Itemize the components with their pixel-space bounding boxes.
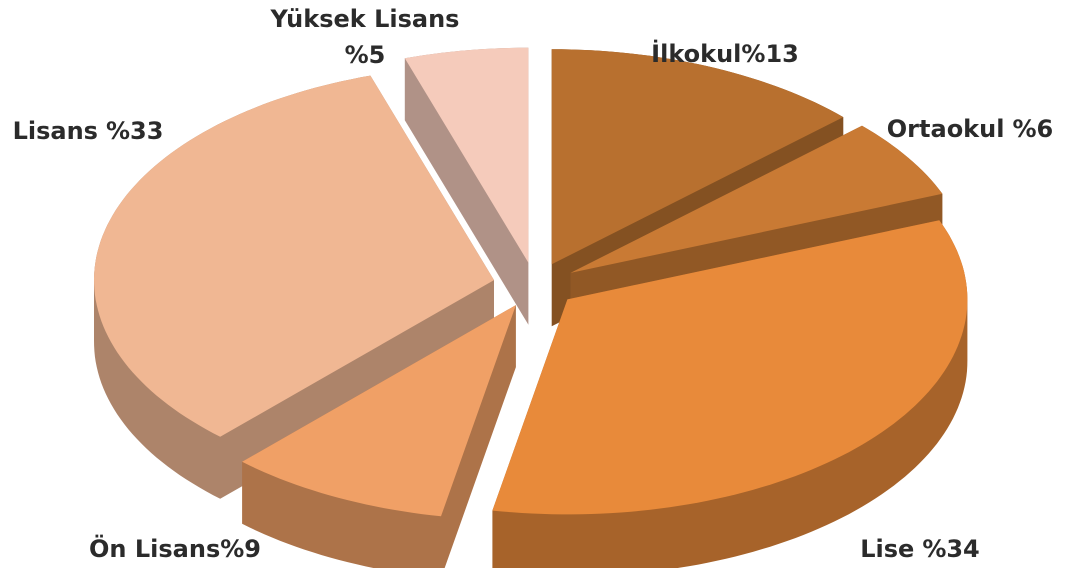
- slice-label-value: %33: [106, 117, 163, 145]
- slice: [492, 220, 968, 515]
- slice-label-value: %34: [922, 535, 979, 563]
- slice: [570, 125, 943, 273]
- slice-label: Lise %34: [860, 535, 980, 563]
- slice-label-name: Ortaokul: [887, 115, 1005, 143]
- slice-label: İlkokul%13: [651, 39, 799, 68]
- slice-label-name: Yüksek Lisans: [270, 5, 460, 33]
- slice-label-value: %13: [741, 40, 798, 68]
- slice-label-value: %9: [220, 535, 261, 563]
- slice-label-value: %6: [1012, 115, 1053, 143]
- slice-label-name: Lisans: [13, 117, 98, 145]
- slice: [404, 47, 529, 263]
- slice-label: Yüksek Lisans %5: [270, 5, 460, 69]
- slice-label: Lisans %33: [13, 117, 164, 145]
- slice: [551, 49, 844, 265]
- slice: [94, 75, 494, 437]
- slice-label-name: Lise: [860, 535, 914, 563]
- slice-label: Ön Lisans%9: [89, 533, 261, 563]
- slice-label-value: %5: [345, 41, 386, 69]
- slice-label-name: Ön Lisans: [89, 533, 220, 563]
- slice-label: Ortaokul %6: [887, 115, 1053, 143]
- slice-label-name: İlkokul: [651, 39, 741, 68]
- slice: [242, 305, 516, 517]
